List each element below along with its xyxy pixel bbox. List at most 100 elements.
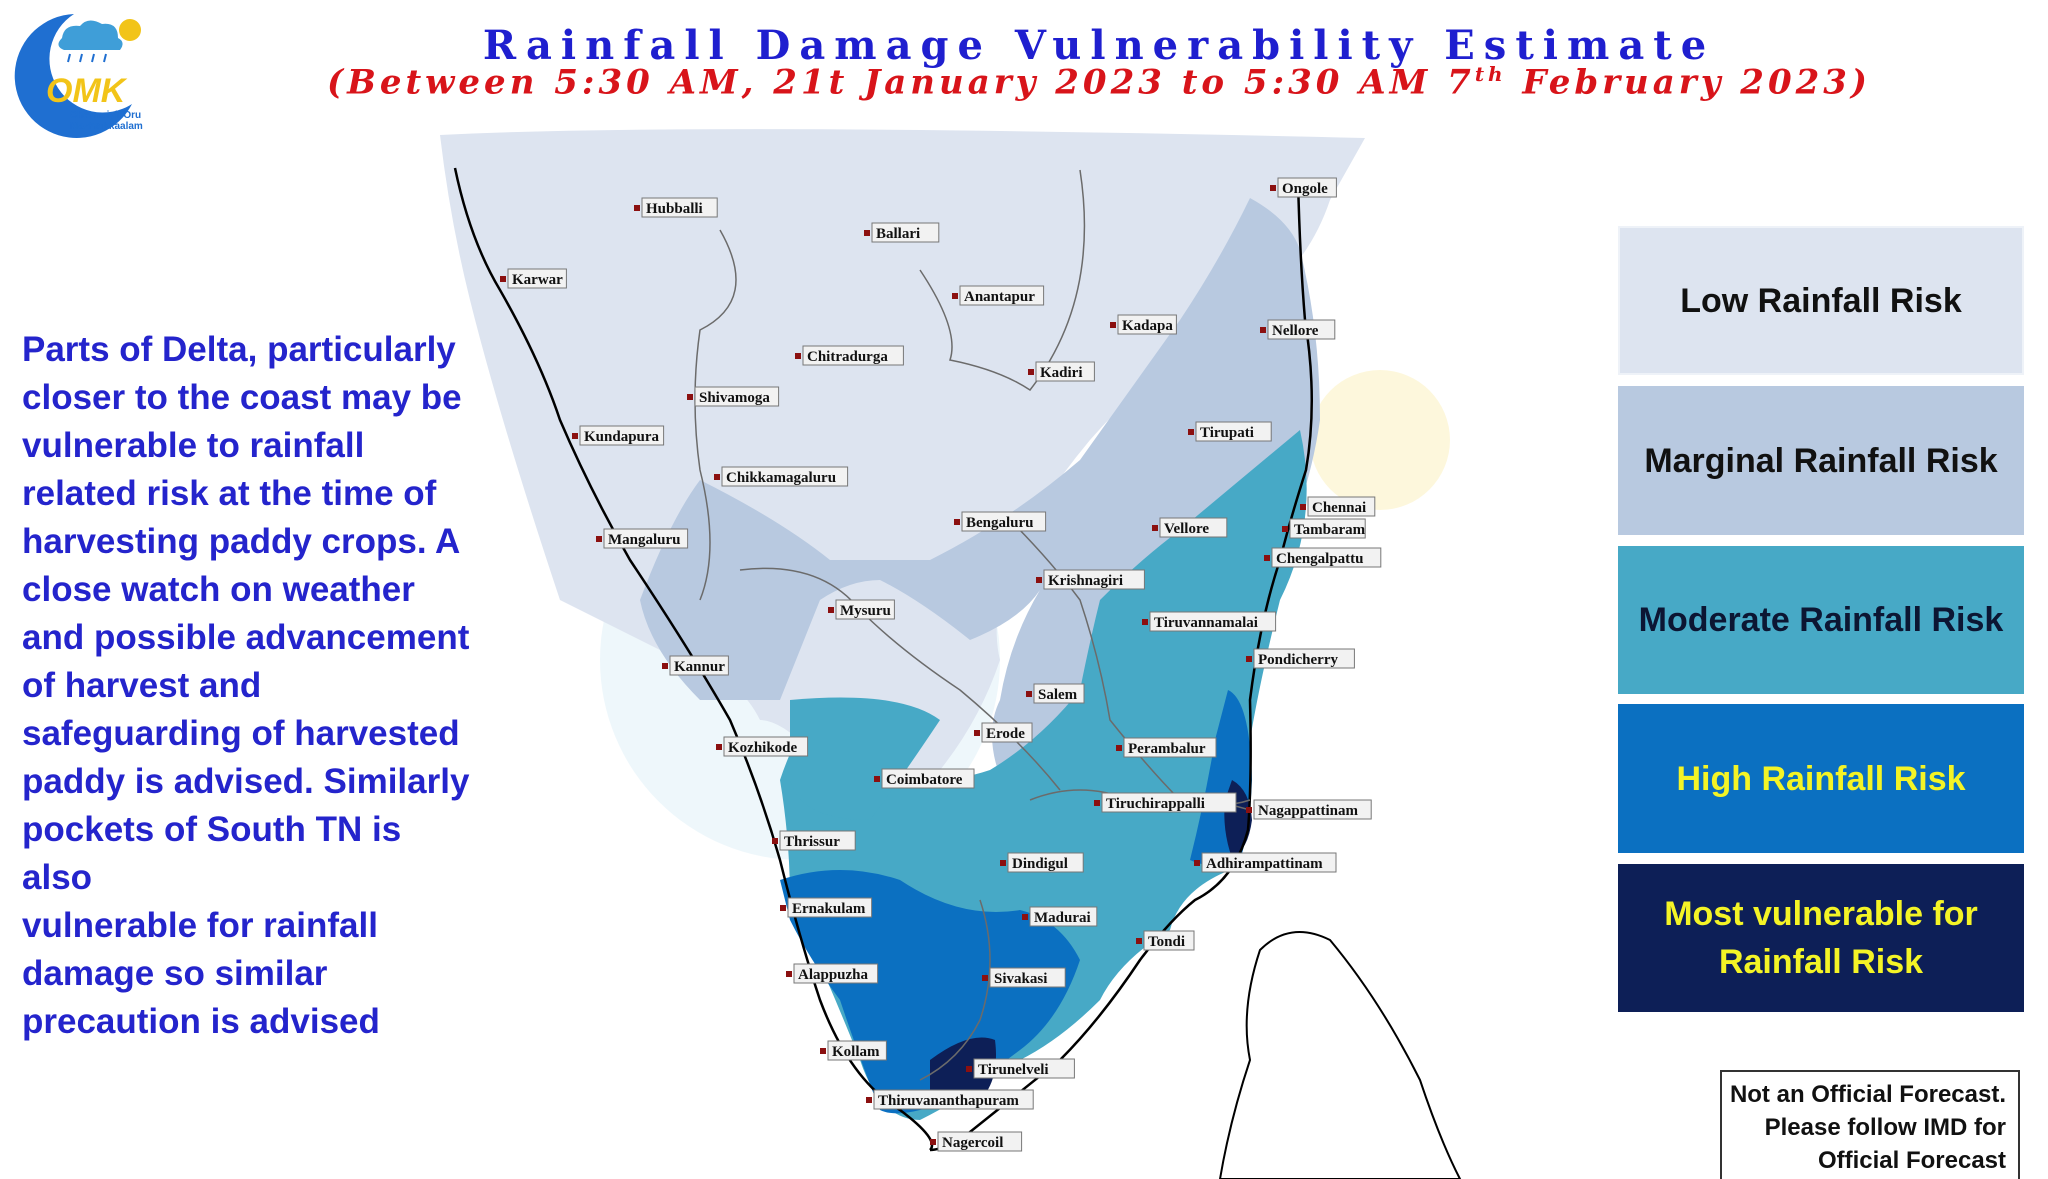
city-dot-icon <box>1246 807 1252 813</box>
city-label: Kadiri <box>1040 365 1083 381</box>
logo-line2: Mazhaikkaalam <box>70 121 143 132</box>
city-dot-icon <box>864 230 870 236</box>
city-label-box <box>694 386 780 407</box>
page-subtitle: (Between 5:30 AM, 21t January 2023 to 5:… <box>0 62 2048 102</box>
city-label-box <box>1277 177 1337 198</box>
logo-line1: Chennaiyil Oru <box>70 110 141 121</box>
city-label: Kundapura <box>584 429 660 445</box>
city-dot-icon <box>780 905 786 911</box>
city-label-box <box>1043 569 1145 590</box>
city-marker-ongole: Ongole <box>1270 177 1337 198</box>
city-label-box <box>1253 799 1372 820</box>
city-label-box <box>779 830 856 851</box>
city-label-box <box>1035 361 1095 382</box>
legend-most-line1: Most vulnerable for <box>1664 895 1978 933</box>
city-label: Coimbatore <box>886 772 963 788</box>
city-label-box <box>787 897 873 918</box>
city-marker-chennai: Chennai <box>1300 496 1376 517</box>
city-dot-icon <box>795 353 801 359</box>
city-dot-icon <box>596 536 602 542</box>
logo-abbr: OMK <box>46 72 128 110</box>
city-dot-icon <box>1022 914 1028 920</box>
city-label-box <box>1149 611 1277 632</box>
city-marker-coimbatore: Coimbatore <box>874 768 975 789</box>
city-marker-kozhikode: Kozhikode <box>716 736 809 757</box>
risk-map: Hubballi Ballari Ongole Karwar Anantapur Kada… <box>440 129 1462 1179</box>
city-dot-icon <box>714 474 720 480</box>
city-marker-tirupati: Tirupati <box>1188 421 1272 442</box>
legend-marginal-risk: Marginal Rainfall Risk <box>1618 386 2024 535</box>
city-label: Adhirampattinam <box>1206 856 1323 872</box>
city-dot-icon <box>1300 504 1306 510</box>
page-title: Rainfall Damage Vulnerability Estimate <box>482 22 1716 69</box>
city-label-box <box>1289 518 1366 539</box>
disclaimer-line: Official Forecast <box>1817 1147 2006 1174</box>
city-marker-nagappattinam: Nagappattinam <box>1246 799 1372 820</box>
city-label-box <box>1201 852 1337 873</box>
city-dot-icon <box>1110 322 1116 328</box>
city-dot-icon <box>930 1139 936 1145</box>
city-label: Kozhikode <box>728 740 798 756</box>
city-label: Chengalpattu <box>1276 551 1364 567</box>
city-dot-icon <box>1188 429 1194 435</box>
disclaimer: Not an Official Forecast. Please follow I… <box>1720 1070 2020 1179</box>
city-label: Kannur <box>674 659 725 675</box>
city-marker-bengaluru: Bengaluru <box>954 511 1047 532</box>
city-dot-icon <box>1152 525 1158 531</box>
city-marker-kadiri: Kadiri <box>1028 361 1095 382</box>
city-label: Dindigul <box>1012 856 1068 872</box>
city-label: Tondi <box>1148 934 1185 950</box>
city-label: Perambalur <box>1128 741 1206 757</box>
city-label: Pondicherry <box>1258 652 1338 668</box>
city-label-box <box>1117 314 1177 335</box>
city-label: Madurai <box>1034 910 1091 926</box>
city-label: Mangaluru <box>608 532 681 548</box>
city-label-box <box>1307 496 1376 517</box>
city-label-box <box>1195 421 1272 442</box>
city-label: Karwar <box>512 272 563 288</box>
city-marker-ballari: Ballari <box>864 222 940 243</box>
advisory-line: of harvest and <box>22 666 262 705</box>
city-marker-chikkamagaluru: Chikkamagaluru <box>714 466 849 487</box>
city-label: Thrissur <box>784 834 840 850</box>
advisory-line: vulnerable for rainfall <box>22 906 378 945</box>
city-label-box <box>961 511 1047 532</box>
legend-low-risk: Low Rainfall Risk <box>1618 226 2024 375</box>
city-dot-icon <box>1246 656 1252 662</box>
city-label-box <box>793 963 879 984</box>
advisory-line: and possible advancement <box>22 618 470 657</box>
advisory-line: precaution is advised <box>22 1002 380 1041</box>
city-label: Mysuru <box>840 603 891 619</box>
city-marker-hubballi: Hubballi <box>634 197 718 218</box>
city-dot-icon <box>1116 745 1122 751</box>
city-dot-icon <box>1264 555 1270 561</box>
city-marker-tondi: Tondi <box>1136 930 1195 951</box>
city-marker-adhirampattinam: Adhirampattinam <box>1194 852 1337 873</box>
zone-most-south <box>930 1037 996 1104</box>
city-label-box <box>873 1089 1034 1110</box>
city-label: Erode <box>986 726 1025 742</box>
city-marker-pondicherry: Pondicherry <box>1246 648 1355 669</box>
advisory-line: harvesting paddy crops. A <box>22 522 461 561</box>
city-marker-alappuzha: Alappuzha <box>786 963 879 984</box>
advisory-line: safeguarding of harvested <box>22 714 460 753</box>
advisory-line: paddy is advised. Similarly <box>22 762 470 801</box>
city-label-box <box>835 599 895 620</box>
city-label: Vellore <box>1164 521 1209 537</box>
city-marker-kundapura: Kundapura <box>572 425 665 446</box>
subtitle-prefix: (Between 5:30 AM, 21t January 2023 to 5:… <box>327 62 1475 103</box>
city-label: Bengaluru <box>966 515 1034 531</box>
city-dot-icon <box>952 293 958 299</box>
legend-high-risk: High Rainfall Risk <box>1618 704 2024 853</box>
city-dot-icon <box>1000 860 1006 866</box>
city-label: Ernakulam <box>792 901 866 917</box>
city-dot-icon <box>786 971 792 977</box>
city-label: Chikkamagaluru <box>726 470 836 486</box>
city-label: Tirunelveli <box>978 1062 1049 1078</box>
city-label-box <box>721 466 849 487</box>
city-label: Tiruchirappalli <box>1106 796 1205 812</box>
city-label: Tambaram <box>1294 522 1366 538</box>
city-marker-kannur: Kannur <box>662 655 729 676</box>
city-label: Sivakasi <box>994 971 1047 987</box>
city-label-box <box>1029 906 1098 927</box>
